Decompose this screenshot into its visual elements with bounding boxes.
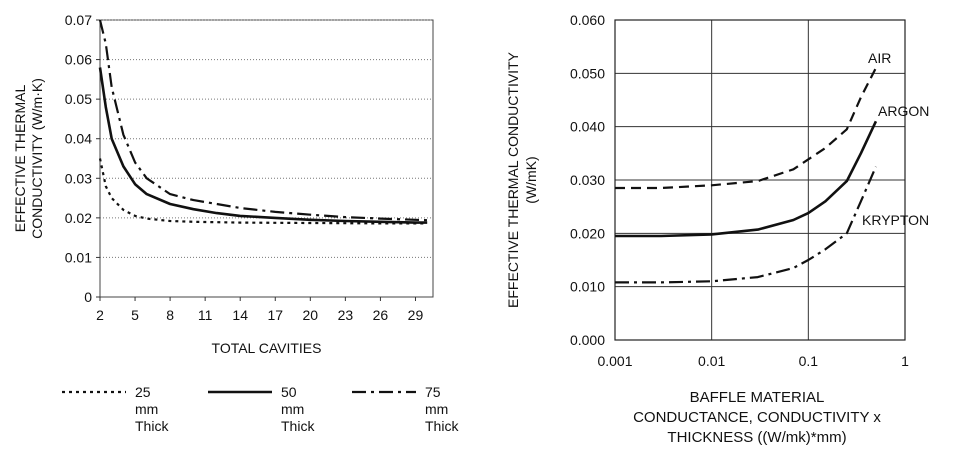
x-tick-label: 8 — [166, 307, 174, 323]
series-line — [98, 67, 428, 224]
y-axis-label: EFFECTIVE THERMAL CONDUCTIVITY — [505, 51, 521, 308]
legend-label: mm — [425, 401, 448, 417]
legend-label: 50 — [281, 384, 297, 400]
x-tick-label: 23 — [338, 307, 354, 323]
x-tick-label: 26 — [373, 307, 389, 323]
series-line — [98, 158, 428, 225]
left-chart: 00.010.020.030.040.050.060.072 5 8 11 14 17 20… — [12, 12, 459, 434]
plot-area — [614, 19, 906, 341]
y-tick-label: 0.000 — [570, 332, 605, 348]
y-tick-label: 0.020 — [570, 225, 605, 241]
legend-label: 25 — [135, 384, 151, 400]
x-tick-label: 14 — [232, 307, 248, 323]
plot-area — [99, 19, 434, 298]
series-label: KRYPTON — [862, 212, 929, 228]
legend-label: Thick — [281, 418, 315, 434]
x-tick-label: 17 — [267, 307, 283, 323]
x-tick-label: 29 — [408, 307, 424, 323]
y-tick-label: 0.07 — [65, 12, 92, 28]
series-label: AIR — [868, 50, 891, 66]
y-tick-label: 0.060 — [570, 12, 605, 28]
x-axis-label: TOTAL CAVITIES — [212, 340, 322, 356]
y-axis-label: CONDUCTIVITY (W/m·K) — [29, 78, 45, 239]
x-axis-label: BAFFLE MATERIAL — [690, 389, 825, 406]
x-tick-label: 11 — [198, 307, 213, 323]
x-axis-label: THICKNESS ((W/mk)*mm) — [667, 429, 846, 446]
series-line — [615, 67, 877, 190]
right-chart: 0.000 0.010 0.020 0.030 0.040 0.050 0.060 0.001… — [505, 12, 929, 446]
y-tick-label: 0.010 — [570, 279, 605, 295]
series-line — [615, 120, 878, 238]
x-tick-label: 0.1 — [799, 353, 819, 369]
legend-label: mm — [281, 401, 304, 417]
series-line — [98, 19, 428, 222]
y-tick-label: 0.04 — [65, 131, 92, 147]
x-tick-label: 0.001 — [597, 353, 632, 369]
x-axis-label: CONDUCTANCE, CONDUCTIVITY x — [633, 409, 881, 426]
y-tick-label: 0.05 — [65, 91, 92, 107]
x-tick-label: 5 — [131, 307, 139, 323]
x-tick-label: 0.01 — [698, 353, 725, 369]
x-tick-label: 20 — [303, 307, 319, 323]
y-axis-label: (W/mK) — [523, 156, 539, 203]
legend-label: Thick — [425, 418, 459, 434]
legend-label: 75 — [425, 384, 441, 400]
y-tick-label: 0.01 — [65, 249, 92, 265]
y-tick-label: 0.030 — [570, 172, 605, 188]
x-tick-label: 1 — [901, 353, 909, 369]
y-tick-label: 0.050 — [570, 65, 605, 81]
legend-label: Thick — [135, 418, 169, 434]
y-tick-label: 0.02 — [65, 210, 92, 226]
legend-label: mm — [135, 401, 158, 417]
y-tick-label: 0.040 — [570, 119, 605, 135]
y-tick-label: 0.03 — [65, 170, 92, 186]
y-tick-label: 0 — [84, 289, 92, 305]
x-tick-label: 2 — [96, 307, 104, 323]
y-axis-label: EFFECTIVE THERMAL — [12, 85, 28, 233]
series-label: ARGON — [878, 103, 929, 119]
y-tick-label: 0.06 — [65, 52, 92, 68]
series-line — [615, 166, 877, 284]
